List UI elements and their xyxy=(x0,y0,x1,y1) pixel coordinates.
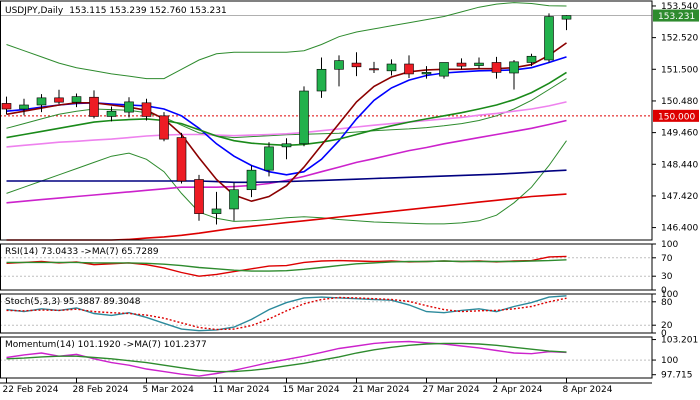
candle-bullish xyxy=(544,16,554,61)
time-tick-label: 2 Apr 2024 xyxy=(493,385,543,395)
chart-title: USDJPY,Daily 153.115 153.239 152.760 153.… xyxy=(5,6,227,16)
moving-average-100-line xyxy=(6,169,567,184)
price-tick-label: 151.500 xyxy=(661,65,698,75)
candle-bearish xyxy=(176,137,187,182)
candle-bearish xyxy=(404,63,414,75)
moving-averages xyxy=(6,2,567,241)
candle-bullish xyxy=(264,146,274,171)
price-tick-label: 148.440 xyxy=(661,160,698,170)
bollinger-lower-line xyxy=(6,140,567,225)
ohlc-values: 153.115 153.239 152.760 153.231 xyxy=(69,6,226,16)
candle-bearish xyxy=(194,179,204,214)
candle-bullish xyxy=(509,61,519,74)
candle-bullish xyxy=(334,60,344,70)
candle-bullish xyxy=(36,97,47,106)
candle-bullish xyxy=(421,72,432,75)
stochastic-label: Stoch(5,3,3) 95.3887 89.3048 xyxy=(5,297,141,307)
candle-bearish xyxy=(159,115,169,140)
reference-level-tag xyxy=(653,109,699,122)
momentum-label: Momentum(14) 101.1920 ->MA(7) 101.2377 xyxy=(5,340,207,350)
moving-average-55-line xyxy=(6,119,567,204)
current-price-label: 153.231 xyxy=(658,12,695,22)
current-price-tag xyxy=(653,9,699,22)
candle-bearish xyxy=(456,62,467,67)
momentum-series-line xyxy=(6,342,567,373)
candle-bearish xyxy=(89,96,99,117)
price-tick-label: 150.480 xyxy=(661,97,698,107)
candle-bullish xyxy=(386,63,397,72)
candle-bearish xyxy=(351,62,362,68)
stochastic-tick-label: 0 xyxy=(661,329,667,339)
rsi-series-line xyxy=(6,259,567,272)
time-axis: 22 Feb 2024 28 Feb 2024 5 Mar 2024 11 Mar 2… xyxy=(0,378,652,395)
rsi-label: RSI(14) 73.0433 ->MA(7) 65.7289 xyxy=(5,247,159,257)
rsi-tick-label: 70 xyxy=(661,254,673,264)
candle-bearish xyxy=(491,62,502,73)
panel-frame xyxy=(0,243,653,291)
stochastic-series-line xyxy=(6,295,567,332)
time-tick-label: 28 Feb 2024 xyxy=(73,385,129,395)
stochastic-series-line xyxy=(6,296,567,331)
candle-bearish xyxy=(1,103,12,110)
time-tick-label: 27 Mar 2024 xyxy=(423,385,480,395)
moving-average-30-line xyxy=(6,101,567,148)
candlesticks xyxy=(1,13,572,225)
candle-bullish xyxy=(526,55,537,63)
candle-bullish xyxy=(106,110,117,117)
price-tick-label: 152.520 xyxy=(661,34,698,44)
price-tick-label: 153.540 xyxy=(661,2,698,12)
indicator-panels: RSI(14) 73.0433 ->MA(7) 65.7289 Stoch(5,3… xyxy=(0,247,652,377)
rsi-tick-label: 100 xyxy=(661,240,678,250)
rsi-tick-label: 30 xyxy=(661,272,673,282)
price-tick-label: 147.420 xyxy=(661,192,698,202)
candle-bullish xyxy=(124,101,134,113)
candle-bullish xyxy=(439,62,449,77)
reference-level-label: 150.000 xyxy=(658,112,695,122)
candle-bullish xyxy=(299,90,309,145)
time-tick-label: 11 Mar 2024 xyxy=(213,385,270,395)
momentum-series-line xyxy=(6,340,567,377)
momentum-tick-label: 103.201 xyxy=(661,336,698,346)
stochastic-tick-label: 100 xyxy=(661,290,678,300)
candle-bullish xyxy=(474,62,484,66)
price-axis: 153.540 152.520 151.500 150.480 149.460 148.4… xyxy=(652,2,699,381)
candle-bearish xyxy=(54,97,64,103)
candle-bullish xyxy=(229,189,239,210)
momentum-tick-label: 100 xyxy=(661,356,678,366)
moving-average-short-line xyxy=(6,42,567,203)
momentum-tick-label: 97.715 xyxy=(661,371,693,381)
price-tick-label: 146.400 xyxy=(661,224,698,234)
stochastic-tick-label: 80 xyxy=(661,298,673,308)
time-tick-label: 15 Mar 2024 xyxy=(283,385,340,395)
candle-bullish xyxy=(561,15,572,20)
time-tick-label: 5 Mar 2024 xyxy=(143,385,195,395)
panel-frame xyxy=(0,336,653,379)
time-tick-label: 8 Apr 2024 xyxy=(563,385,613,395)
candle-bullish xyxy=(71,96,82,103)
panel-frame xyxy=(0,0,653,241)
candle-bullish xyxy=(246,169,257,191)
time-tick-label: 22 Feb 2024 xyxy=(3,385,59,395)
candle-bearish xyxy=(141,102,152,117)
time-tick-label: 21 Mar 2024 xyxy=(353,385,410,395)
panel-frame xyxy=(0,293,653,334)
symbol-label: USDJPY,Daily xyxy=(5,6,64,16)
candle-bearish xyxy=(369,68,379,71)
candle-bullish xyxy=(19,104,29,110)
candle-bullish xyxy=(281,143,292,148)
bollinger-middle-line xyxy=(6,78,567,139)
candle-bullish xyxy=(316,68,327,92)
panel-frames xyxy=(0,0,653,379)
stochastic-tick-label: 20 xyxy=(661,321,673,331)
rsi-tick-label: 0 xyxy=(661,286,667,296)
price-tick-label: 149.460 xyxy=(661,129,698,139)
candle-bullish xyxy=(211,208,222,214)
bollinger-upper-line xyxy=(6,2,567,80)
